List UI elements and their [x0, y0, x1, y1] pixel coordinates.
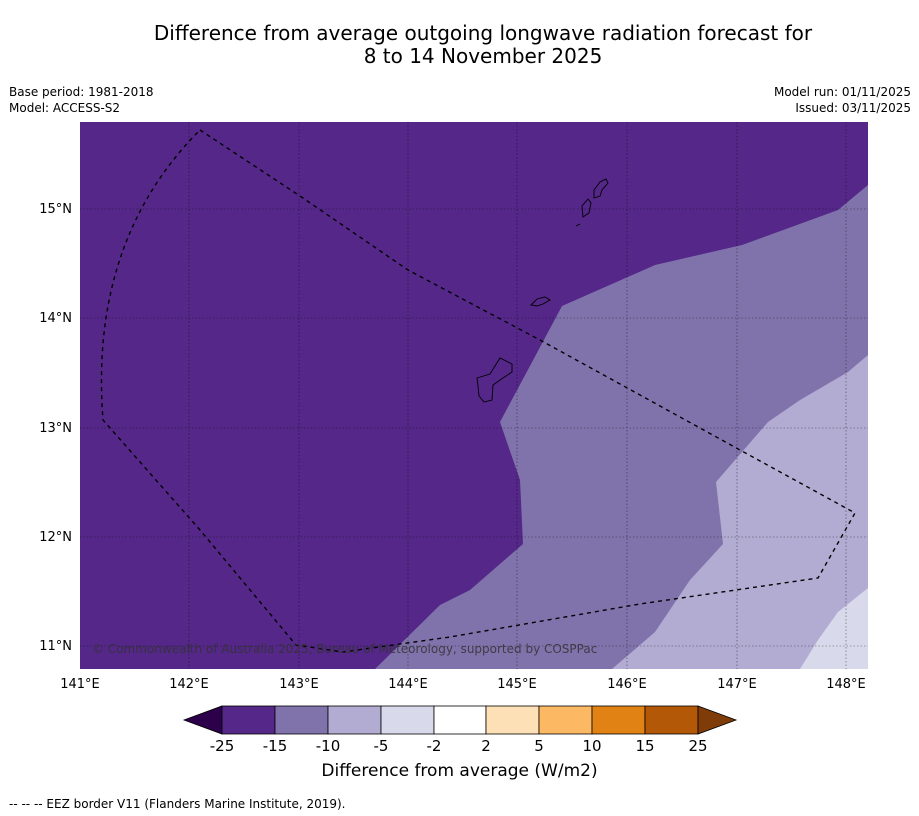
lat-tick-12: 12°N [39, 530, 72, 545]
lat-tick-labels: 15°N 14°N 13°N 12°N 11°N [39, 202, 72, 654]
lon-tick-145: 145°E [497, 677, 537, 692]
island-tinian [581, 198, 592, 218]
colorbar-box-4 [380, 705, 435, 735]
colorbar-box-6 [485, 705, 540, 735]
cb-tick-10: 25 [688, 737, 707, 755]
map-figure: © Commonwealth of Australia 2025, Bureau… [39, 122, 868, 755]
contour-fill [80, 122, 868, 669]
lon-tick-142: 142°E [169, 677, 209, 692]
eez-footnote: -- -- -- EEZ border V11 (Flanders Marine… [9, 797, 346, 811]
colorbar-extend-low [182, 705, 223, 735]
colorbar-box-7 [538, 705, 593, 735]
cb-tick-9: 15 [635, 737, 654, 755]
cb-tick-7: 5 [534, 737, 544, 755]
colorbar-box-9 [644, 705, 699, 735]
cb-tick-2: -15 [263, 737, 288, 755]
colorbar-tick-labels: -25 -15 -10 -5 -2 2 5 10 15 25 [210, 737, 708, 755]
colorbar-box-1 [221, 705, 276, 735]
issued-text: Issued: 03/11/2025 [795, 101, 911, 115]
colorbar-box-2 [274, 705, 329, 735]
title-line-1: Difference from average outgoing longwav… [153, 21, 813, 45]
lon-tick-147: 147°E [717, 677, 757, 692]
colorbar-extend-high [697, 705, 738, 735]
colorbar-box-8 [591, 705, 646, 735]
cb-tick-8: 10 [582, 737, 601, 755]
map-gridlines [80, 122, 868, 669]
colorbar-box-5 [433, 705, 487, 735]
model-run-text: Model run: 01/11/2025 [773, 85, 911, 99]
cb-tick-4: -5 [374, 737, 389, 755]
base-period-text: Base period: 1981-2018 [9, 85, 154, 99]
chart-title: Difference from average outgoing longwav… [0, 22, 919, 68]
lon-tick-143: 143°E [279, 677, 319, 692]
cb-tick-3: -10 [316, 737, 341, 755]
title-line-2: 8 to 14 November 2025 [363, 44, 603, 68]
island-guam [476, 357, 513, 403]
lon-tick-141: 141°E [60, 677, 100, 692]
island-aguijan [575, 223, 581, 227]
band-minus5-to-minus2 [800, 588, 868, 669]
model-text: Model: ACCESS-S2 [9, 101, 121, 115]
island-rota [530, 296, 551, 307]
islands [476, 178, 609, 403]
copyright-text: © Commonwealth of Australia 2025, Bureau… [92, 642, 597, 656]
lon-tick-144: 144°E [388, 677, 428, 692]
lon-tick-labels: 141°E 142°E 143°E 144°E 145°E 146°E 147°… [60, 677, 866, 692]
colorbar-box-3 [327, 705, 382, 735]
meta-right: Model run: 01/11/2025 Issued: 03/11/2025 [774, 84, 911, 116]
lon-tick-146: 146°E [607, 677, 647, 692]
lat-tick-13: 13°N [39, 421, 72, 436]
island-saipan [593, 178, 609, 199]
cb-tick-1: -25 [210, 737, 235, 755]
colorbar [182, 705, 738, 735]
cb-tick-5: -2 [427, 737, 442, 755]
band-minus10-to-minus5 [612, 355, 868, 669]
cb-tick-6: 2 [481, 737, 491, 755]
lon-tick-148: 148°E [826, 677, 866, 692]
lat-tick-11: 11°N [39, 639, 72, 654]
lat-tick-14: 14°N [39, 311, 72, 326]
eez-border [100, 129, 856, 653]
meta-left: Base period: 1981-2018 Model: ACCESS-S2 [9, 84, 154, 116]
colorbar-title: Difference from average (W/m2) [321, 761, 598, 781]
lat-tick-15: 15°N [39, 202, 72, 217]
